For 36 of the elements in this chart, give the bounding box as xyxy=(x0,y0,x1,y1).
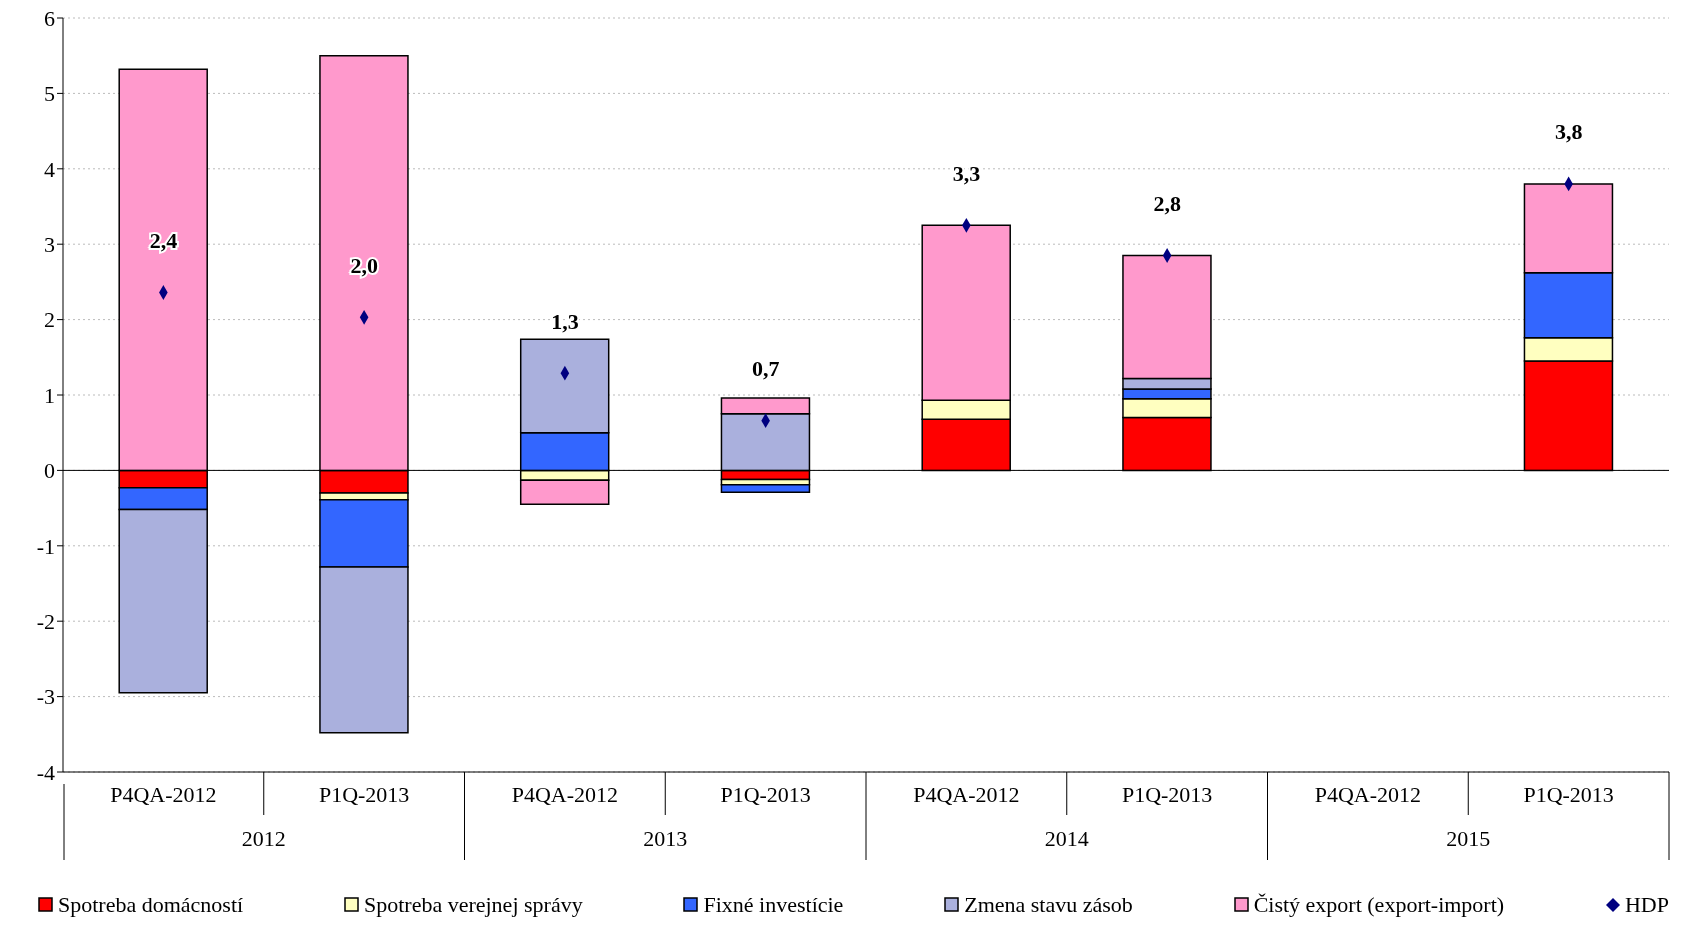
y-tick-label: -3 xyxy=(36,684,55,710)
y-tick-label: 5 xyxy=(44,81,55,107)
x-tick-label: P1Q-2013 xyxy=(318,782,410,807)
legend-label: HDP xyxy=(1623,892,1669,918)
legend-label: Spotreba verejnej správy xyxy=(362,892,583,918)
data-label: 3,3 xyxy=(952,160,981,186)
y-tick-label: 0 xyxy=(44,458,55,484)
legend-label: Zmena stavu zásob xyxy=(963,892,1133,918)
y-tick-label: -2 xyxy=(36,609,55,635)
text: 2013 xyxy=(643,826,688,851)
x-tick-label: P1Q-2013 xyxy=(1121,782,1213,807)
text: 2015 xyxy=(1446,826,1491,851)
text: 2012 xyxy=(241,826,286,851)
legend-label: Spotreba domácností xyxy=(57,892,244,918)
y-tick-label: -1 xyxy=(36,533,55,559)
y-tick-label: -4 xyxy=(36,759,55,785)
x-tick-label: P4QA-2012 xyxy=(511,782,619,807)
legend-label: Čistý export (export-import) xyxy=(1252,892,1505,918)
x-tick-label: P1Q-2013 xyxy=(1523,782,1614,807)
y-tick-label: 4 xyxy=(44,156,55,182)
y-tick-label: 6 xyxy=(44,5,55,31)
legend-label: Fixné investície xyxy=(702,892,844,918)
x-tick-label: P4QA-2012 xyxy=(110,782,217,807)
data-label: 2,8 xyxy=(1153,191,1181,216)
data-label: 2,4 xyxy=(149,227,178,253)
x-tick-label: P1Q-2013 xyxy=(720,782,811,807)
data-label: 0,7 xyxy=(751,356,780,382)
y-tick-label: 2 xyxy=(44,307,55,333)
text: 2014 xyxy=(1044,826,1089,851)
data-label: 1,3 xyxy=(551,308,579,334)
x-tick-label: P4QA-2012 xyxy=(913,782,1020,807)
data-label: 2,0 xyxy=(350,252,378,278)
y-tick-label: 3 xyxy=(44,232,55,258)
y-tick-label: 1 xyxy=(44,382,55,408)
data-label: 3,8 xyxy=(1554,119,1583,145)
x-tick-label: P4QA-2012 xyxy=(1314,782,1422,807)
